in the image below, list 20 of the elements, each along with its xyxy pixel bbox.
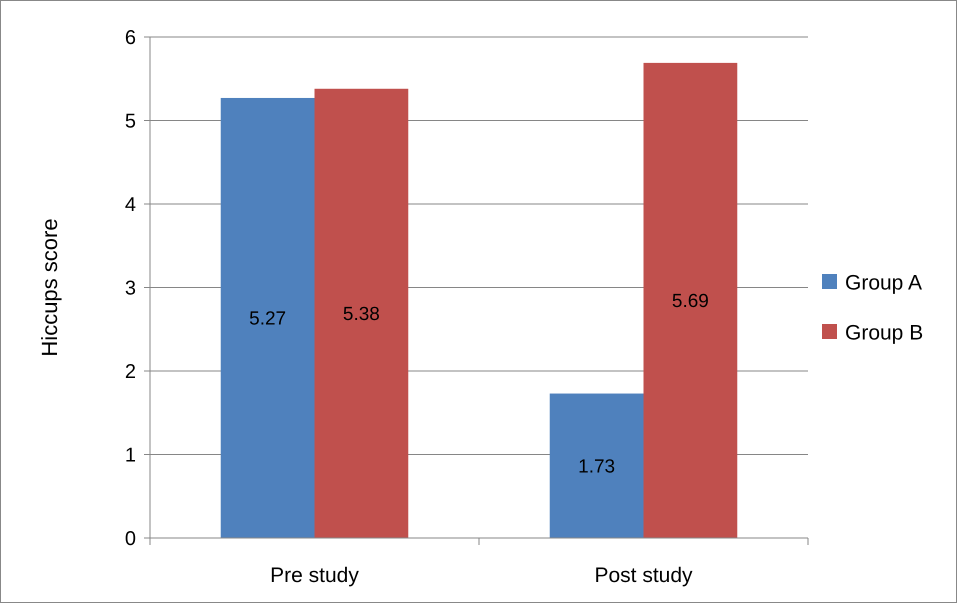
bar (644, 62, 738, 538)
y-tick-label: 3 (124, 278, 136, 300)
y-tick-label: 5 (124, 110, 136, 132)
y-tick-label: 4 (124, 194, 136, 216)
y-tick-label: 1 (124, 444, 136, 466)
bar (220, 98, 314, 538)
x-tick-label: Pre study (270, 564, 360, 587)
legend-label: Group B (845, 321, 924, 344)
data-label: 5.69 (672, 291, 709, 312)
data-label: 5.38 (342, 304, 380, 326)
data-label: 5.27 (249, 308, 286, 330)
data-label: 1.73 (578, 456, 616, 478)
y-axis-title: Hiccups score (37, 218, 62, 357)
bar (550, 394, 644, 538)
y-tick-label: 0 (124, 528, 136, 550)
y-tick-label: 6 (124, 27, 136, 49)
legend-label: Group A (845, 271, 922, 294)
x-tick-label: Post study (594, 564, 694, 587)
y-tick-label: 2 (124, 361, 136, 383)
bar (314, 88, 408, 538)
